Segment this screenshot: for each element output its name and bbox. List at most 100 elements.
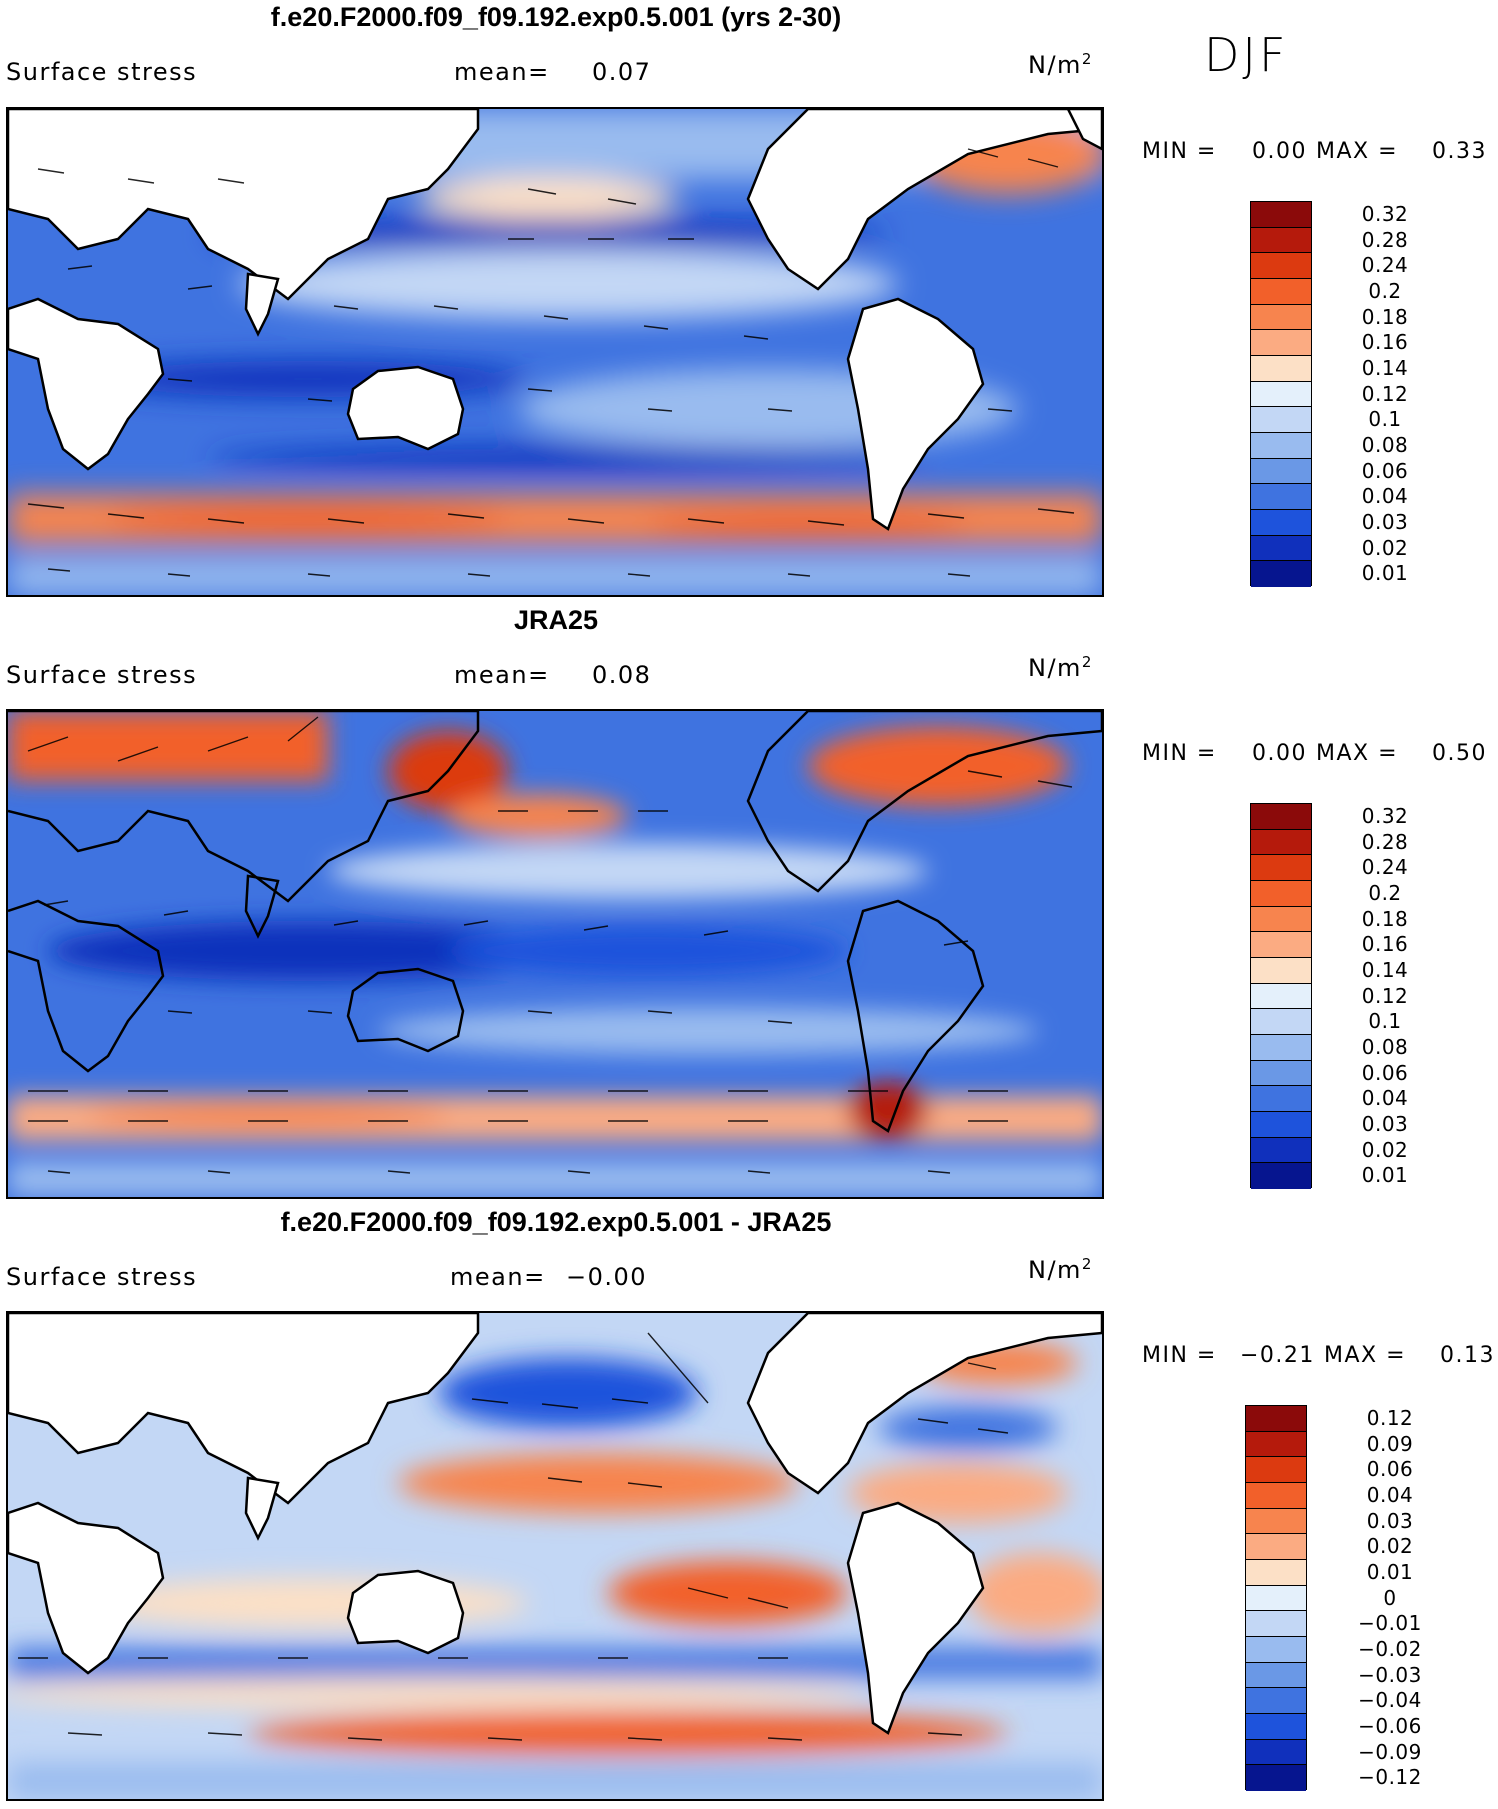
colorbar-segment xyxy=(1251,1163,1311,1189)
panel-2-colorbar xyxy=(1250,803,1312,1189)
colorbar-label: 0.28 xyxy=(1361,227,1409,252)
colorbar-label: 0.18 xyxy=(1361,304,1409,329)
colorbar-segment xyxy=(1246,1534,1306,1560)
colorbar-label: 0.04 xyxy=(1366,1482,1414,1507)
colorbar-label: 0 xyxy=(1383,1585,1397,1610)
panel-3-min-label: MIN = xyxy=(1142,1343,1217,1368)
colorbar-label: −0.02 xyxy=(1358,1636,1422,1661)
colorbar-segment xyxy=(1251,278,1311,305)
colorbar-label: 0.32 xyxy=(1361,803,1409,828)
colorbar-segment xyxy=(1246,1688,1306,1714)
colorbar-segment xyxy=(1246,1585,1306,1612)
colorbar-label: −0.06 xyxy=(1358,1713,1422,1738)
colorbar-segment xyxy=(1251,381,1311,408)
colorbar-label: 0.1 xyxy=(1368,407,1402,432)
colorbar-label: 0.06 xyxy=(1361,1060,1409,1085)
panel-1-colorbar xyxy=(1250,201,1312,587)
colorbar-segment xyxy=(1251,804,1311,830)
colorbar-segment xyxy=(1251,1034,1311,1061)
colorbar-label: 0.24 xyxy=(1361,253,1409,278)
colorbar-label: 0.02 xyxy=(1361,535,1409,560)
panel-1-title: f.e20.F2000.f09_f09.192.exp0.5.001 (yrs … xyxy=(270,2,842,32)
panel-1-max-label: MAX = xyxy=(1316,139,1399,164)
colorbar-label: 0.28 xyxy=(1361,829,1409,854)
panel-2-map xyxy=(6,709,1104,1199)
colorbar-label: 0.12 xyxy=(1361,983,1409,1008)
colorbar-segment xyxy=(1251,330,1311,356)
panel-3-title: f.e20.F2000.f09_f09.192.exp0.5.001 - JRA… xyxy=(280,1207,832,1237)
colorbar-label: 0.32 xyxy=(1361,201,1409,226)
panel-1-map-svg xyxy=(8,109,1102,595)
colorbar-segment xyxy=(1251,304,1311,331)
colorbar-label: 0.12 xyxy=(1366,1405,1414,1430)
colorbar-segment xyxy=(1246,1508,1306,1535)
colorbar-segment xyxy=(1246,1636,1306,1663)
panel-3-colorbar-labels: 0.12 0.09 0.06 0.04 0.03 0.02 0.01 0 −0.01 −0.02−… xyxy=(1325,1405,1455,1790)
colorbar-segment xyxy=(1251,432,1311,459)
colorbar-segment xyxy=(1251,1086,1311,1112)
panel-2-colorbar-labels: 0.32 0.28 0.24 0.2 0.18 0.16 0.14 0.12 0.1 0.08 0.… xyxy=(1330,803,1450,1188)
colorbar-label: 0.04 xyxy=(1361,484,1409,509)
panel-1-max-value: 0.33 xyxy=(1432,139,1487,164)
colorbar-label: 0.01 xyxy=(1361,1163,1409,1188)
panel-3-mean-value: −0.00 xyxy=(566,1263,648,1291)
colorbar-label: 0.16 xyxy=(1361,330,1409,355)
colorbar-label: −0.01 xyxy=(1358,1611,1422,1636)
panel-2-max-label: MAX = xyxy=(1316,741,1399,766)
colorbar-label: 0.09 xyxy=(1366,1431,1414,1456)
season-label: DJF xyxy=(1204,28,1289,82)
panel-3-mean-label: mean= xyxy=(450,1263,546,1291)
colorbar-segment xyxy=(1251,253,1311,279)
panel-1-min-value: 0.00 xyxy=(1252,139,1307,164)
panel-3-variable: Surface stress xyxy=(6,1263,198,1291)
panel-1-map xyxy=(6,107,1104,597)
colorbar-segment xyxy=(1251,983,1311,1010)
panel-2-variable: Surface stress xyxy=(6,661,198,689)
colorbar-segment xyxy=(1246,1611,1306,1637)
panel-3-colorbar xyxy=(1245,1405,1307,1791)
panel-2-mean-label: mean= xyxy=(454,661,550,689)
panel-1-variable: Surface stress xyxy=(6,58,198,86)
colorbar-segment xyxy=(1246,1457,1306,1483)
colorbar-label: 0.01 xyxy=(1366,1559,1414,1584)
colorbar-label: 0.02 xyxy=(1361,1137,1409,1162)
colorbar-segment xyxy=(1251,880,1311,907)
colorbar-label: 0.16 xyxy=(1361,932,1409,957)
panel-2-min-value: 0.00 xyxy=(1252,741,1307,766)
colorbar-label: 0.04 xyxy=(1361,1086,1409,1111)
colorbar-label: 0.12 xyxy=(1361,381,1409,406)
colorbar-segment xyxy=(1246,1482,1306,1509)
colorbar-segment xyxy=(1251,355,1311,382)
colorbar-segment xyxy=(1251,535,1311,562)
panel-3-unit: N/m2 xyxy=(1028,1255,1093,1284)
panel-2-map-svg xyxy=(8,711,1102,1197)
colorbar-segment xyxy=(1251,1060,1311,1087)
colorbar-segment xyxy=(1251,932,1311,958)
panel-1-mean-value: 0.07 xyxy=(592,58,652,86)
colorbar-label: 0.18 xyxy=(1361,906,1409,931)
colorbar-label: 0.2 xyxy=(1368,880,1402,905)
colorbar-segment xyxy=(1246,1739,1306,1766)
colorbar-segment xyxy=(1251,227,1311,254)
panel-2-unit: N/m2 xyxy=(1028,653,1093,682)
colorbar-label: 0.06 xyxy=(1361,458,1409,483)
colorbar-label: 0.1 xyxy=(1368,1009,1402,1034)
colorbar-segment xyxy=(1251,561,1311,587)
panel-2-max-value: 0.50 xyxy=(1432,741,1487,766)
colorbar-label: 0.03 xyxy=(1366,1508,1414,1533)
colorbar-label: 0.01 xyxy=(1361,561,1409,586)
colorbar-segment xyxy=(1251,458,1311,485)
panel-3-map-svg xyxy=(8,1313,1102,1799)
panel-1-mean-label: mean= xyxy=(454,58,550,86)
colorbar-segment xyxy=(1251,855,1311,881)
colorbar-label: 0.08 xyxy=(1361,432,1409,457)
colorbar-label: −0.09 xyxy=(1358,1739,1422,1764)
colorbar-label: −0.03 xyxy=(1358,1662,1422,1687)
colorbar-segment xyxy=(1251,484,1311,510)
colorbar-segment xyxy=(1251,509,1311,536)
panel-1-unit: N/m2 xyxy=(1028,50,1093,79)
colorbar-segment xyxy=(1251,957,1311,984)
colorbar-segment xyxy=(1251,1111,1311,1138)
colorbar-label: 0.14 xyxy=(1361,957,1409,982)
panel-1-min-label: MIN = xyxy=(1142,139,1217,164)
